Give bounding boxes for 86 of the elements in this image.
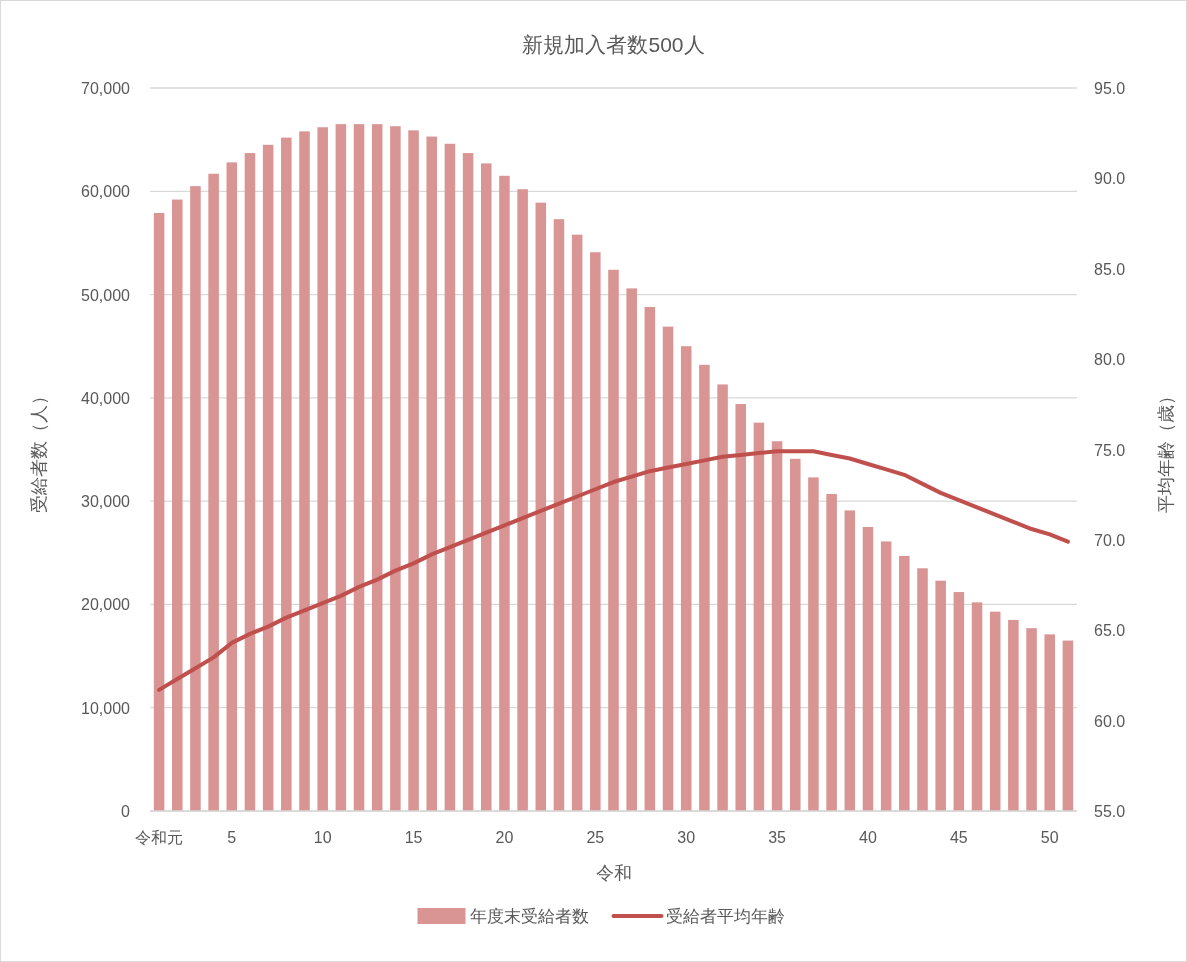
y2-tick-label: 85.0 <box>1094 260 1126 278</box>
y2-tick-label: 70.0 <box>1094 531 1126 549</box>
bar <box>426 136 438 811</box>
bar <box>317 127 328 811</box>
y-tick-label: 60,000 <box>81 183 131 201</box>
bar <box>735 404 747 811</box>
bar <box>862 526 874 811</box>
bar <box>462 153 474 811</box>
bar <box>590 252 601 811</box>
bar <box>226 162 238 811</box>
bar <box>153 212 165 811</box>
y2-tick-label: 95.0 <box>1094 80 1126 97</box>
y2-tick-label: 80.0 <box>1094 351 1126 369</box>
y2-tick-label: 65.0 <box>1094 622 1126 640</box>
bar <box>917 568 928 811</box>
bar <box>989 611 1001 811</box>
x-tick-label: 25 <box>586 829 605 846</box>
bar <box>662 326 674 811</box>
bar <box>789 458 801 811</box>
bar <box>299 131 310 811</box>
bar <box>953 592 965 811</box>
bar <box>444 143 456 811</box>
bar <box>1008 619 1019 811</box>
bar <box>244 153 256 811</box>
bar <box>208 173 219 811</box>
y-tick-label: 30,000 <box>81 493 131 511</box>
bar <box>535 202 547 811</box>
y2-axis-title: 平均年齢（歳） <box>1156 386 1176 513</box>
y2-tick-label: 60.0 <box>1094 712 1126 730</box>
x-tick-label: 15 <box>404 829 423 846</box>
x-tick-label: 30 <box>677 829 696 846</box>
bar <box>1062 640 1074 811</box>
bar <box>190 186 201 811</box>
bar <box>553 219 565 811</box>
bar <box>626 288 637 811</box>
x-tick-label: 令和元 <box>135 829 184 846</box>
chart-title: 新規加入者数500人 <box>522 33 705 56</box>
legend-label: 年度末受給者数 <box>469 907 589 926</box>
bar <box>699 364 710 811</box>
bar <box>880 541 892 811</box>
bar <box>517 189 528 811</box>
bar <box>771 441 783 811</box>
bar <box>499 175 510 811</box>
bar <box>480 163 492 811</box>
x-tick-label: 20 <box>495 829 514 846</box>
y-tick-label: 40,000 <box>81 389 131 407</box>
x-tick-label: 5 <box>227 829 237 846</box>
legend-label: 受給者平均年齢 <box>665 907 785 926</box>
y-tick-label: 20,000 <box>81 596 131 614</box>
bar <box>335 124 347 811</box>
x-tick-label: 50 <box>1040 829 1059 846</box>
bar <box>899 555 910 811</box>
y-tick-label: 10,000 <box>81 699 131 717</box>
y2-tick-label: 55.0 <box>1094 803 1126 820</box>
bar <box>717 384 728 811</box>
bar <box>935 580 946 811</box>
bar <box>281 137 292 811</box>
bar <box>971 602 983 811</box>
bar <box>753 422 765 811</box>
y-tick-label: 50,000 <box>81 286 131 304</box>
bar <box>844 510 856 811</box>
bar <box>644 306 656 811</box>
y-tick-label: 0 <box>121 803 131 820</box>
y2-tick-label: 75.0 <box>1094 441 1126 459</box>
bar <box>608 269 619 811</box>
line-series <box>157 449 1070 692</box>
bar <box>408 130 419 811</box>
bar <box>571 234 583 811</box>
bar <box>262 144 274 811</box>
x-tick-label: 40 <box>859 829 877 846</box>
x-tick-label: 10 <box>313 829 332 846</box>
bar <box>680 346 692 811</box>
bar <box>826 493 837 811</box>
x-tick-label: 45 <box>949 829 968 846</box>
y2-tick-label: 90.0 <box>1094 170 1126 188</box>
x-tick-label: 35 <box>768 829 787 846</box>
bar <box>390 126 401 811</box>
bar <box>1026 628 1037 811</box>
y-axis-title: 受給者数（人） <box>29 386 49 513</box>
bar <box>371 124 383 811</box>
x-axis-title: 令和 <box>595 863 632 883</box>
y-tick-label: 70,000 <box>81 80 131 97</box>
bar <box>808 477 819 811</box>
bar <box>1044 634 1055 811</box>
bar <box>171 199 183 811</box>
bar <box>353 124 365 811</box>
